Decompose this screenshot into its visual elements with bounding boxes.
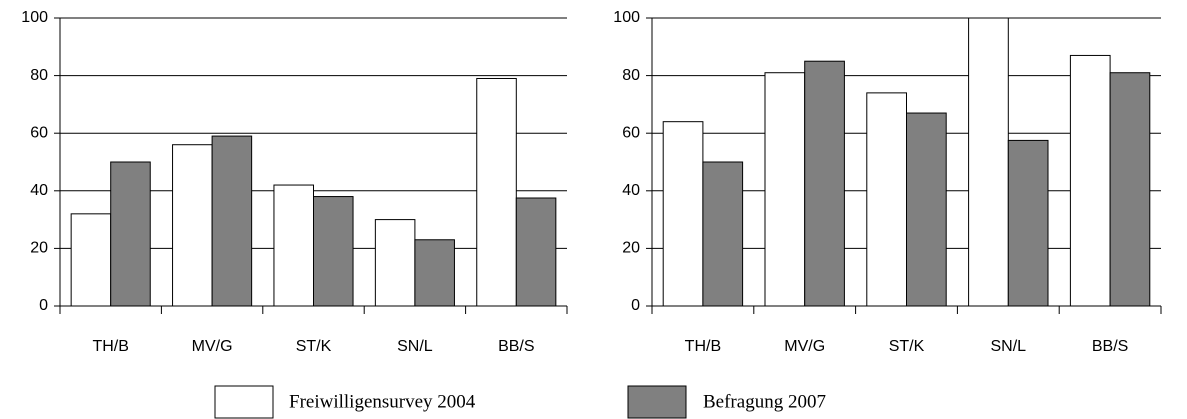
bar	[804, 60, 845, 307]
bar	[273, 184, 315, 307]
y-tick-label: 40	[30, 182, 48, 199]
y-tick-label: 80	[30, 67, 48, 84]
x-tick-label: SN/L	[991, 338, 1027, 355]
bar	[764, 72, 806, 307]
bar	[662, 121, 704, 307]
bar	[515, 197, 557, 307]
bar	[211, 135, 253, 307]
x-tick-label: SN/L	[397, 338, 433, 355]
x-tick-label: ST/K	[296, 338, 332, 355]
x-tick-label: MV/G	[192, 338, 233, 355]
y-tick-label: 60	[30, 124, 48, 141]
bar	[172, 144, 213, 307]
legend-label: Befragung 2007	[703, 391, 826, 412]
y-tick-label: 0	[39, 297, 48, 314]
y-tick-label: 0	[631, 297, 640, 314]
bar	[414, 239, 455, 307]
y-tick-label: 100	[21, 9, 48, 26]
y-tick-label: 80	[622, 67, 640, 84]
x-tick-label: TH/B	[92, 338, 128, 355]
y-tick-label: 20	[30, 240, 48, 257]
bar	[374, 219, 416, 307]
bar	[476, 77, 517, 307]
bar	[1109, 72, 1151, 307]
bar	[866, 92, 907, 307]
bar	[110, 161, 151, 307]
bar	[702, 161, 744, 307]
x-tick-label: BB/S	[1092, 338, 1128, 355]
bar	[1007, 139, 1049, 307]
bar	[1069, 54, 1111, 307]
x-tick-label: BB/S	[498, 338, 534, 355]
bar	[906, 112, 947, 307]
y-tick-label: 20	[622, 240, 640, 257]
legend-swatch	[214, 385, 274, 419]
y-tick-label: 100	[613, 9, 640, 26]
legend-label: Freiwilligensurvey 2004	[289, 391, 476, 412]
y-tick-label: 40	[622, 182, 640, 199]
bar	[968, 17, 1009, 307]
legend-swatch	[627, 385, 687, 419]
x-tick-label: MV/G	[784, 338, 825, 355]
bar	[313, 196, 354, 307]
x-tick-label: ST/K	[889, 338, 925, 355]
x-tick-label: TH/B	[685, 338, 721, 355]
y-tick-label: 60	[622, 124, 640, 141]
bar	[70, 213, 112, 307]
